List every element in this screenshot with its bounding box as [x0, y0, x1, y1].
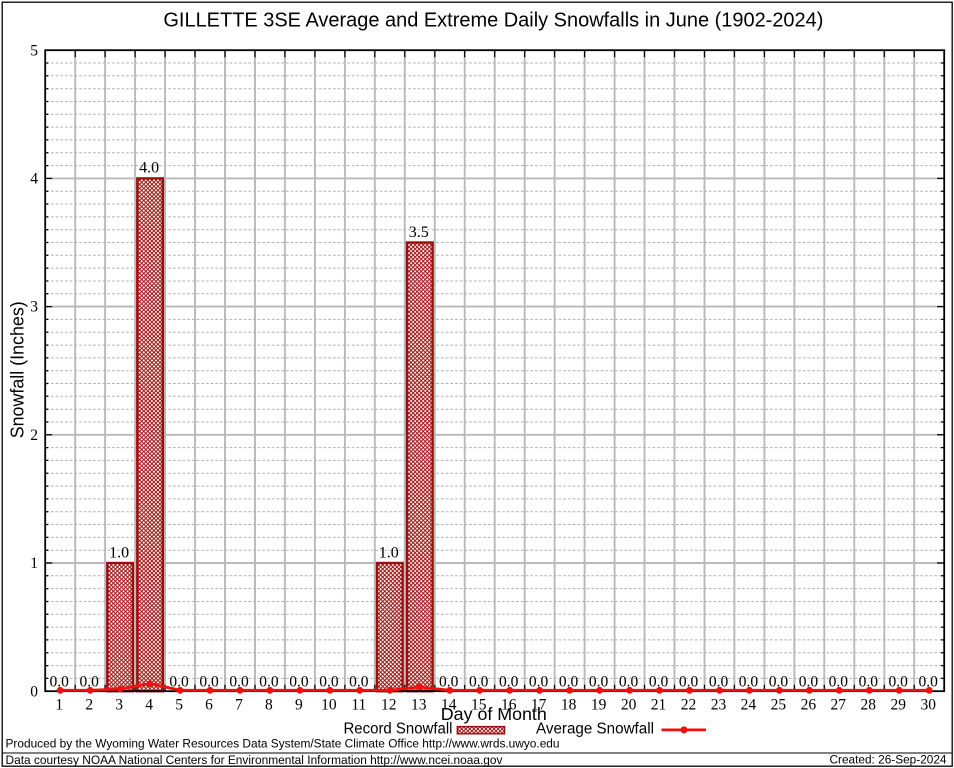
svg-text:0.0: 0.0: [349, 673, 369, 690]
svg-text:0.0: 0.0: [919, 673, 939, 690]
svg-text:1: 1: [55, 696, 63, 713]
svg-text:Data courtesy NOAA National Ce: Data courtesy NOAA National Centers for …: [6, 753, 504, 767]
svg-text:4.0: 4.0: [139, 160, 159, 177]
svg-text:0.0: 0.0: [499, 673, 519, 690]
svg-text:0.0: 0.0: [559, 673, 579, 690]
svg-text:Average Snowfall: Average Snowfall: [536, 720, 654, 737]
svg-text:8: 8: [265, 696, 273, 713]
svg-text:0.0: 0.0: [469, 673, 489, 690]
svg-text:2: 2: [85, 696, 93, 713]
svg-text:23: 23: [711, 696, 727, 713]
svg-text:0.0: 0.0: [799, 673, 819, 690]
svg-text:15: 15: [471, 696, 487, 713]
svg-text:Record Snowfall: Record Snowfall: [344, 720, 453, 737]
svg-text:21: 21: [651, 696, 667, 713]
svg-text:25: 25: [771, 696, 787, 713]
svg-text:28: 28: [861, 696, 877, 713]
svg-text:30: 30: [920, 696, 936, 713]
svg-text:11: 11: [351, 696, 366, 713]
svg-text:0.0: 0.0: [50, 673, 70, 690]
svg-text:24: 24: [741, 696, 757, 713]
svg-text:4: 4: [30, 171, 38, 188]
svg-text:18: 18: [561, 696, 577, 713]
svg-text:7: 7: [235, 696, 243, 713]
svg-text:Created: 26-Sep-2024: Created: 26-Sep-2024: [830, 753, 947, 767]
svg-text:5: 5: [175, 696, 183, 713]
svg-text:2: 2: [30, 427, 38, 444]
svg-text:0.0: 0.0: [80, 673, 100, 690]
svg-text:0.0: 0.0: [169, 673, 189, 690]
svg-text:16: 16: [501, 696, 517, 713]
svg-text:13: 13: [411, 696, 427, 713]
svg-text:0.0: 0.0: [619, 673, 639, 690]
svg-text:5: 5: [30, 42, 38, 59]
svg-text:0.0: 0.0: [649, 673, 669, 690]
svg-text:3: 3: [30, 299, 38, 316]
svg-text:29: 29: [890, 696, 906, 713]
svg-text:0.0: 0.0: [709, 673, 729, 690]
svg-text:Snowfall (Inches): Snowfall (Inches): [8, 301, 28, 438]
svg-text:9: 9: [295, 696, 303, 713]
svg-text:0.0: 0.0: [439, 673, 459, 690]
svg-text:0.0: 0.0: [199, 673, 219, 690]
svg-text:Day of Month: Day of Month: [441, 704, 547, 724]
svg-text:0.0: 0.0: [769, 673, 789, 690]
svg-text:0.0: 0.0: [589, 673, 609, 690]
svg-text:20: 20: [621, 696, 637, 713]
svg-text:14: 14: [441, 696, 457, 713]
svg-text:0.0: 0.0: [289, 673, 309, 690]
svg-text:0.0: 0.0: [529, 673, 549, 690]
svg-text:0.0: 0.0: [859, 673, 879, 690]
svg-text:0.0: 0.0: [739, 673, 759, 690]
svg-text:27: 27: [831, 696, 847, 713]
svg-text:3.5: 3.5: [409, 224, 429, 241]
svg-text:12: 12: [381, 696, 397, 713]
svg-text:3: 3: [115, 696, 123, 713]
svg-text:10: 10: [321, 696, 337, 713]
svg-text:6: 6: [205, 696, 213, 713]
svg-text:0: 0: [30, 683, 38, 700]
svg-text:0.0: 0.0: [319, 673, 339, 690]
svg-text:0.0: 0.0: [829, 673, 849, 690]
svg-text:17: 17: [531, 696, 547, 713]
svg-text:0.0: 0.0: [229, 673, 249, 690]
svg-text:GILLETTE 3SE Average and Extre: GILLETTE 3SE Average and Extreme Daily S…: [163, 10, 823, 32]
svg-text:22: 22: [681, 696, 697, 713]
svg-text:0.0: 0.0: [889, 673, 909, 690]
svg-text:1.0: 1.0: [109, 544, 129, 561]
svg-text:0.0: 0.0: [679, 673, 699, 690]
svg-text:1: 1: [30, 555, 38, 572]
svg-text:1.0: 1.0: [379, 544, 399, 561]
svg-text:0.0: 0.0: [259, 673, 279, 690]
svg-text:19: 19: [591, 696, 607, 713]
svg-text:26: 26: [801, 696, 817, 713]
svg-text:4: 4: [145, 696, 153, 713]
svg-text:Produced by the Wyoming Water: Produced by the Wyoming Water Resources …: [6, 737, 560, 751]
